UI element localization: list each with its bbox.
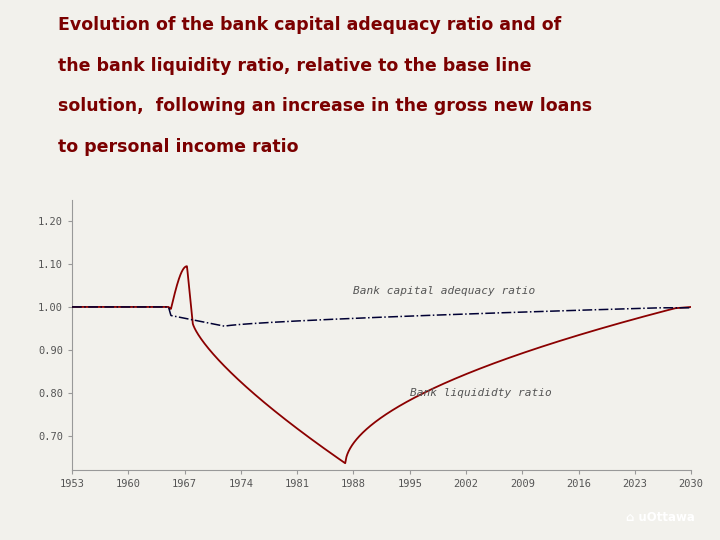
Text: ⌂ uOttawa: ⌂ uOttawa	[626, 510, 696, 524]
Text: Evolution of the bank capital adequacy ratio and of: Evolution of the bank capital adequacy r…	[58, 16, 561, 34]
Text: Bank capital adequacy ratio: Bank capital adequacy ratio	[354, 286, 536, 296]
Text: solution,  following an increase in the gross new loans: solution, following an increase in the g…	[58, 97, 592, 115]
Text: to personal income ratio: to personal income ratio	[58, 138, 298, 156]
Text: Bank liquididty ratio: Bank liquididty ratio	[410, 388, 552, 397]
Text: the bank liquidity ratio, relative to the base line: the bank liquidity ratio, relative to th…	[58, 57, 531, 75]
